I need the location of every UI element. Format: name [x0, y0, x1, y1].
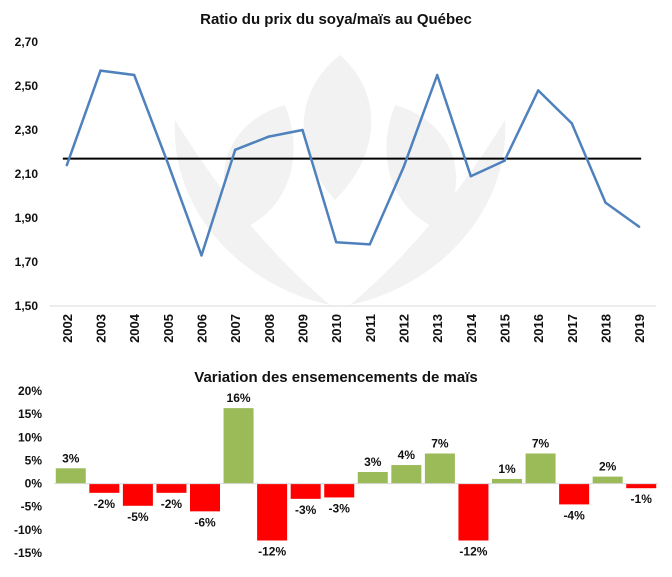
variation-bar: [592, 476, 623, 484]
x-tick-label: 2011: [363, 314, 378, 342]
ratio-point: [604, 201, 607, 204]
variation-bar: [156, 483, 187, 493]
variation-bar: [559, 483, 590, 505]
data-label: 4%: [398, 448, 416, 462]
x-tick-label: 2010: [329, 314, 344, 343]
corn-acreage-title: Variation des ensemencements de maïs: [194, 369, 477, 386]
ratio-point: [334, 241, 338, 244]
variation-bar: [55, 468, 86, 484]
x-tick-label: 2004: [127, 313, 142, 343]
data-label: -2%: [94, 497, 116, 511]
y-tick-label: -5%: [21, 500, 43, 514]
x-tick-label: 2013: [430, 314, 445, 343]
price-ratio-title: Ratio du prix du soya/maïs au Québec: [200, 11, 472, 28]
data-label: -3%: [329, 501, 351, 515]
y-tick-label: -15%: [14, 546, 42, 560]
x-tick-label: 2008: [262, 314, 277, 343]
variation-bar: [525, 453, 556, 484]
variation-bar: [324, 483, 355, 498]
data-label: 7%: [532, 436, 550, 450]
x-tick-label: 2005: [161, 314, 176, 343]
y-tick-label: 2,50: [15, 79, 39, 93]
y-tick-label: -10%: [14, 523, 42, 537]
ratio-point: [469, 175, 473, 178]
data-label: -3%: [295, 503, 317, 517]
ratio-point: [402, 166, 405, 169]
data-label: -12%: [258, 545, 286, 559]
variation-bar: [290, 483, 321, 499]
data-label: -2%: [161, 497, 183, 511]
y-tick-label: 1,90: [15, 211, 39, 225]
x-tick-label: 2002: [60, 314, 75, 343]
ratio-point: [570, 122, 574, 125]
data-label: 1%: [498, 462, 516, 476]
x-tick-label: 2007: [228, 314, 243, 343]
x-tick-label: 2009: [296, 314, 311, 343]
ratio-point: [301, 128, 304, 132]
ratio-point: [166, 161, 170, 165]
data-label: -4%: [563, 508, 585, 522]
x-tick-label: 2012: [397, 314, 412, 343]
y-tick-label: 2,70: [15, 35, 39, 49]
watermark-wing-left: [174, 120, 330, 305]
data-label: 7%: [431, 436, 449, 450]
variation-bar: [391, 465, 422, 484]
x-tick-label: 2017: [565, 314, 580, 343]
variation-bar: [89, 483, 120, 493]
watermark-leaf-right: [386, 105, 457, 230]
data-label: 2%: [599, 460, 617, 474]
y-tick-label: 1,50: [15, 299, 39, 313]
y-tick-label: 1,70: [15, 255, 39, 269]
ratio-point: [435, 73, 439, 77]
y-tick-label: 10%: [18, 430, 42, 444]
y-tick-label: 2,10: [15, 167, 39, 181]
x-tick-label: 2006: [195, 314, 210, 343]
variation-bar: [257, 483, 288, 541]
variation-bar: [626, 483, 657, 489]
y-tick-label: 15%: [18, 407, 42, 421]
ratio-point: [267, 135, 271, 138]
x-tick-label: 2016: [531, 314, 546, 343]
variation-bar: [190, 483, 220, 512]
data-label: -1%: [631, 492, 653, 506]
x-tick-label: 2018: [599, 314, 614, 343]
variation-bar: [357, 472, 388, 484]
y-tick-label: 20%: [18, 384, 42, 398]
y-tick-label: 0%: [25, 477, 43, 491]
x-tick-label: 2015: [498, 314, 513, 343]
variation-bar: [424, 453, 455, 484]
x-tick-label: 2014: [464, 313, 479, 343]
ratio-point: [99, 69, 102, 72]
ratio-point: [637, 225, 641, 228]
price-ratio-chart: Ratio du prix du soya/maïs au Québec 1,5…: [15, 11, 656, 343]
ratio-series-line: [65, 69, 640, 257]
watermark-leaf-center: [303, 55, 372, 200]
variation-bar: [458, 483, 489, 541]
data-label: -6%: [194, 515, 216, 529]
variation-bar: [122, 483, 153, 506]
ratio-point: [368, 243, 372, 246]
y-tick-label: 2,30: [15, 123, 39, 137]
variation-bar: [492, 478, 522, 484]
ratio-point: [536, 89, 540, 92]
ratio-point: [503, 159, 506, 162]
data-label: 3%: [364, 455, 382, 469]
x-tick-label: 2019: [632, 314, 647, 343]
ratio-point: [132, 73, 136, 77]
ratio-point: [65, 164, 69, 167]
ratio-point: [200, 254, 203, 257]
data-label: -5%: [127, 510, 149, 524]
variation-bar: [223, 408, 254, 484]
data-label: 16%: [227, 391, 251, 405]
watermark-wing-right: [350, 120, 506, 305]
x-tick-label: 2003: [94, 314, 109, 343]
data-label: -12%: [459, 545, 487, 559]
corn-acreage-chart: Variation des ensemencements de maïs -15…: [14, 369, 658, 560]
ratio-point: [233, 148, 237, 151]
data-label: 3%: [62, 451, 80, 465]
y-tick-label: 5%: [25, 453, 43, 467]
